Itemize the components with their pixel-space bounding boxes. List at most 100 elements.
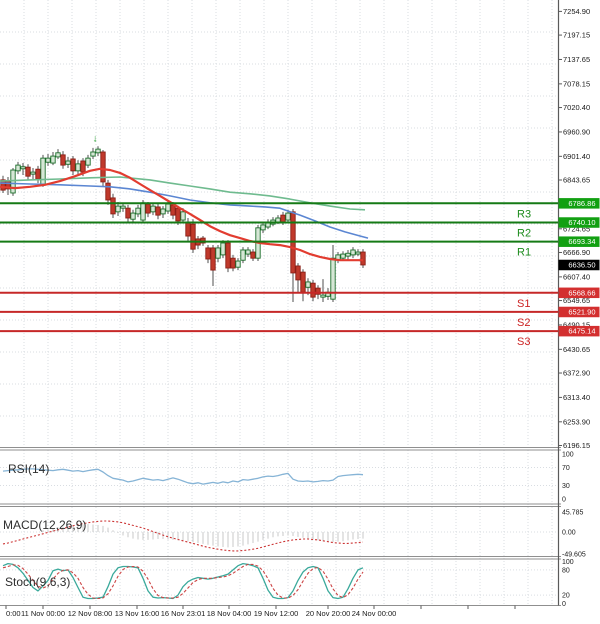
candle-bull bbox=[55, 152, 61, 158]
support-label-S2: S2 bbox=[517, 317, 530, 329]
candle-bear bbox=[125, 207, 131, 219]
candle-bear bbox=[360, 251, 366, 266]
stoch-panel-label: Stoch(9,6,3) bbox=[5, 575, 71, 589]
rsi-scale-label: 70 bbox=[562, 465, 570, 472]
support-S1-badge-text: 6568.66 bbox=[568, 288, 595, 297]
resistance-label-R2: R2 bbox=[517, 227, 531, 239]
candle-bull bbox=[330, 257, 336, 300]
candle-bear bbox=[250, 251, 256, 259]
price-tick-label: 6196.15 bbox=[563, 441, 590, 450]
candle-bear bbox=[105, 182, 111, 201]
candle-bull bbox=[355, 251, 361, 255]
candle-bull bbox=[15, 164, 21, 172]
candle-bear bbox=[0, 179, 6, 191]
candle-bear bbox=[205, 247, 211, 260]
support-label-S3: S3 bbox=[517, 336, 530, 348]
support-label-S1: S1 bbox=[517, 298, 530, 310]
price-tick-label: 7137.65 bbox=[563, 55, 590, 64]
time-tick-label: 24 Nov 00:00 bbox=[352, 609, 397, 618]
candle-bear bbox=[315, 287, 321, 295]
sell-arrow-icon: ↓ bbox=[93, 133, 98, 144]
resistance-R2-badge-text: 6740.10 bbox=[568, 218, 595, 227]
candles-layer: ↓ bbox=[0, 133, 366, 303]
candle-bear bbox=[25, 166, 31, 177]
axes-layer: 7254.90 7197.15 7137.65 7078.15 7020.40 6960.… bbox=[5, 7, 600, 618]
rsi-scale-label: 100 bbox=[562, 452, 574, 459]
macd-panel-label: MACD(12,26,9) bbox=[3, 518, 87, 532]
candle-bear bbox=[280, 214, 286, 223]
support-S2-badge-text: 6521.90 bbox=[568, 307, 595, 316]
candle-bull bbox=[350, 249, 356, 256]
stoch-d-line bbox=[2, 563, 364, 600]
candle-bear bbox=[190, 223, 196, 250]
rsi-scale-label: 30 bbox=[562, 483, 570, 490]
candle-bull bbox=[10, 169, 16, 194]
candle-bear bbox=[155, 206, 161, 216]
candle-bull bbox=[235, 260, 241, 268]
resistance-R3-badge bbox=[558, 198, 600, 209]
candle-bull bbox=[75, 163, 81, 172]
candle-bull bbox=[20, 166, 26, 170]
candle-bull bbox=[220, 242, 226, 256]
candle-bear bbox=[170, 204, 176, 216]
candle-bull bbox=[50, 155, 56, 164]
candle-bull bbox=[95, 148, 101, 154]
price-tick-label: 6607.40 bbox=[563, 272, 590, 281]
candle-bear bbox=[225, 242, 231, 269]
resistance-R1-badge bbox=[558, 236, 600, 247]
candle-bear bbox=[300, 271, 306, 293]
candle-bull bbox=[65, 160, 71, 165]
price-tick-label: 6372.90 bbox=[563, 369, 590, 378]
price-tick-label: 7197.15 bbox=[563, 31, 590, 40]
candle-bear bbox=[230, 257, 236, 269]
candle-bear bbox=[185, 221, 191, 237]
price-tick-label: 6960.90 bbox=[563, 127, 590, 136]
candle-bull bbox=[285, 212, 291, 221]
price-tick-label: 6666.90 bbox=[563, 248, 590, 257]
candle-bear bbox=[210, 247, 216, 271]
stoch-scale-label: 80 bbox=[562, 567, 570, 574]
price-tick-label: 6549.65 bbox=[563, 296, 590, 305]
candle-bull bbox=[160, 208, 166, 215]
stoch-scale-label: 0 bbox=[562, 601, 566, 608]
candle-bull bbox=[260, 224, 266, 231]
price-tick-label: 7020.40 bbox=[563, 103, 590, 112]
time-tick-label: 16 Nov 23:01 bbox=[161, 609, 206, 618]
grid-layer bbox=[0, 0, 558, 606]
stoch-scale-label: 20 bbox=[562, 593, 570, 600]
macd-scale-label: 0.00 bbox=[562, 530, 576, 537]
candle-bull bbox=[345, 252, 351, 257]
candle-bear bbox=[80, 160, 86, 173]
candle-bull bbox=[240, 249, 246, 261]
candle-bull bbox=[130, 212, 136, 220]
resistance-R2-badge bbox=[558, 217, 600, 228]
candle-bull bbox=[305, 281, 311, 288]
candle-bear bbox=[100, 151, 106, 183]
support-S2-badge bbox=[558, 306, 600, 318]
candle-bull bbox=[180, 211, 186, 221]
candle-bear bbox=[200, 237, 206, 244]
candle-bear bbox=[35, 168, 41, 180]
candle-bull bbox=[215, 247, 221, 259]
candle-bull bbox=[85, 157, 91, 166]
rsi-panel-label: RSI(14) bbox=[8, 462, 50, 476]
candle-bear bbox=[310, 282, 316, 298]
current-price-badge-text: 6636.50 bbox=[568, 260, 595, 269]
candle-bull bbox=[245, 249, 251, 255]
time-tick-label: 20 Nov 20:00 bbox=[306, 609, 351, 618]
time-tick-label: 12 Nov 08:00 bbox=[68, 609, 113, 618]
support-S3-badge-text: 6475.14 bbox=[568, 327, 595, 336]
candle-bull bbox=[45, 157, 51, 163]
price-tick-label: 6430.65 bbox=[563, 345, 590, 354]
candle-bull bbox=[140, 202, 146, 221]
candle-bear bbox=[60, 154, 66, 166]
candle-bull bbox=[165, 203, 171, 212]
resistance-R3-badge-text: 6786.86 bbox=[568, 199, 595, 208]
resistance-label-R3: R3 bbox=[517, 208, 531, 220]
support-S1-badge bbox=[558, 287, 600, 299]
candle-bull bbox=[320, 294, 326, 298]
price-tick-label: 7254.90 bbox=[563, 7, 590, 16]
ma-mid-blue bbox=[0, 182, 369, 239]
candle-bull bbox=[90, 151, 96, 157]
